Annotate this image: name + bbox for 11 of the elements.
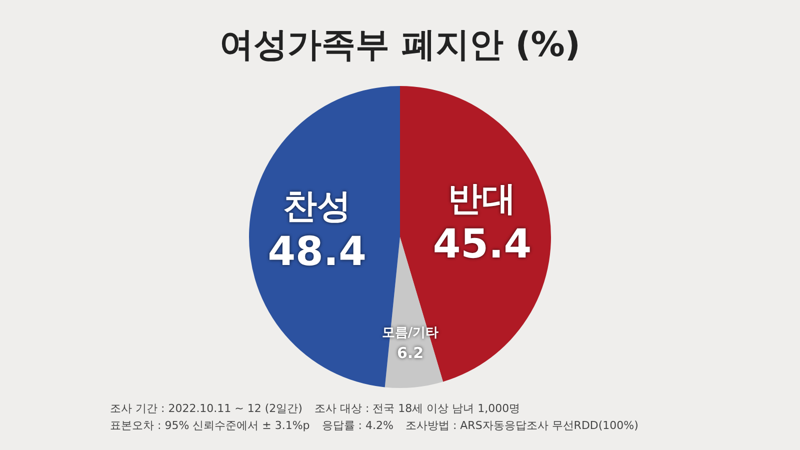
chart-title: 여성가족부 폐지안 (%): [218, 24, 582, 67]
data-label: 48.4: [268, 229, 366, 276]
slice-label: 반대: [448, 178, 516, 219]
text: 조사방법 : ARS자동응답조사 무선RDD(100%): [405, 419, 638, 432]
data-label: 45.4: [432, 221, 532, 268]
text: 조사 기간 : 2022.10.11 ~ 12 (2일간): [110, 402, 302, 415]
slice-label: 찬성: [283, 186, 352, 227]
text: 표본오차 : 95% 신뢰수준에서 ± 3.1%p: [110, 419, 310, 432]
text: 조사 대상 : 전국 18세 이상 남녀 1,000명: [314, 402, 520, 415]
data-label: 6.2: [396, 344, 424, 362]
text: 응답률 : 4.2%: [322, 419, 394, 432]
